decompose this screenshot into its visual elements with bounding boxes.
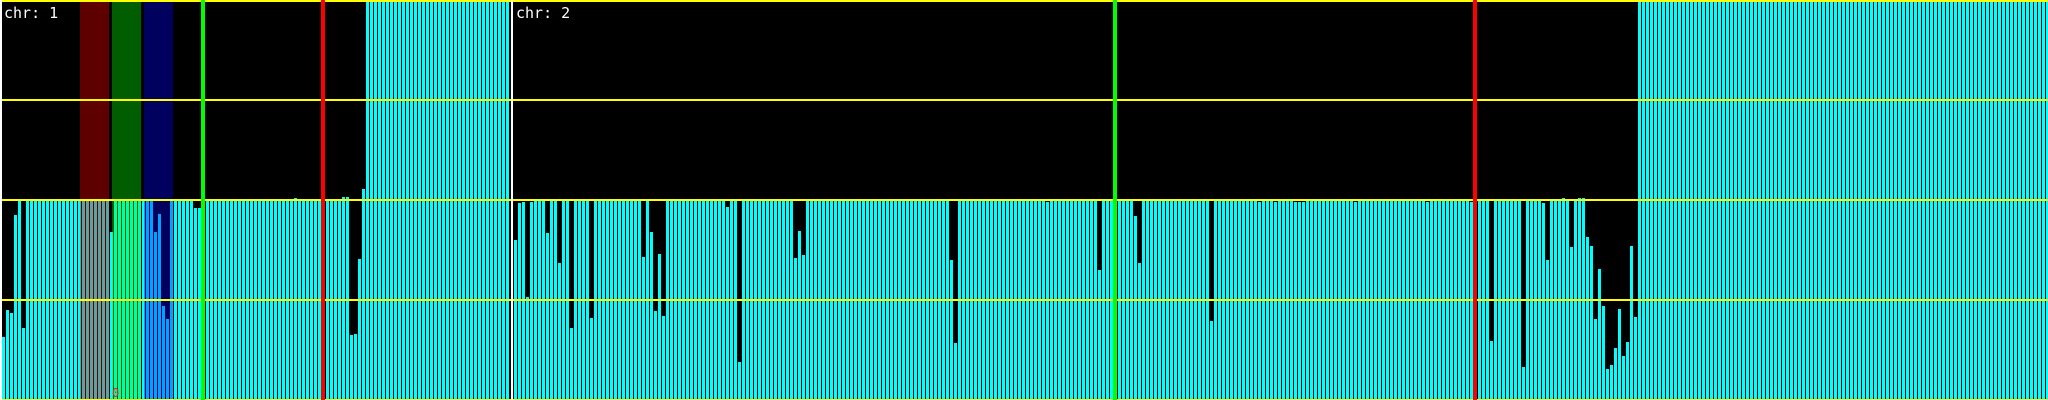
bar-chr1 xyxy=(198,208,201,400)
bar-chr2 xyxy=(590,318,593,400)
bar-chr1 xyxy=(6,310,9,400)
panel-separator xyxy=(511,0,513,400)
marker-line-red xyxy=(321,0,325,400)
bar-chr2 xyxy=(798,231,801,400)
bar-chr2 xyxy=(1598,269,1601,400)
bar-chr2 xyxy=(518,203,521,400)
bar-chr1 xyxy=(110,232,113,400)
bar-chr2 xyxy=(1522,367,1525,400)
bar-chr2 xyxy=(954,343,957,400)
bar-chr1 xyxy=(358,259,361,400)
bar-chr2 xyxy=(526,297,529,400)
bar-chr2 xyxy=(514,240,517,400)
bar-chr1 xyxy=(346,197,349,400)
annotation-label: 0 xyxy=(112,386,119,400)
bar-chr2 xyxy=(662,316,665,400)
bar-chr2 xyxy=(1614,348,1617,400)
gridline xyxy=(0,199,2048,201)
bar-chr1 xyxy=(362,189,365,400)
bar-chr2 xyxy=(1590,246,1593,400)
gridline xyxy=(0,0,2048,2)
bar-chr2 xyxy=(950,260,953,400)
gridline xyxy=(0,99,2048,101)
marker-line-green xyxy=(1113,0,1117,400)
bar-chr2 xyxy=(1098,270,1101,400)
bar-chr2 xyxy=(658,254,661,400)
bar-chr2 xyxy=(1594,319,1597,400)
bar-chr2 xyxy=(1634,317,1637,400)
bar-chr1 xyxy=(158,214,161,400)
bar-chr1 xyxy=(162,306,165,400)
bar-chr2 xyxy=(1610,365,1613,400)
marker-line-green xyxy=(201,0,205,400)
bar-chr2 xyxy=(1210,321,1213,400)
bar-chr2 xyxy=(1586,237,1589,400)
bar-chr2 xyxy=(1570,247,1573,400)
bar-chr1 xyxy=(154,232,157,400)
panel-label-chr2: chr: 2 xyxy=(516,4,570,22)
bar-chr2 xyxy=(1542,203,1545,400)
bar-chr2 xyxy=(738,362,741,400)
bar-chr2 xyxy=(570,328,573,400)
bar-chr2 xyxy=(650,232,653,400)
bar-chr2 xyxy=(558,263,561,400)
panel-border xyxy=(0,0,2,400)
marker-line-red xyxy=(1473,0,1477,400)
bar-chr2 xyxy=(546,233,549,400)
bar-chr2 xyxy=(1134,216,1137,400)
bar-chr1 xyxy=(10,313,13,400)
bar-chr2 xyxy=(1606,369,1609,400)
bar-chr1 xyxy=(350,335,353,400)
bar-chr2 xyxy=(1622,356,1625,400)
gridline xyxy=(0,299,2048,301)
panel-label-chr1: chr: 1 xyxy=(4,4,58,22)
bar-chr2 xyxy=(642,257,645,400)
bar-chr2 xyxy=(1138,263,1141,400)
bar-chr1 xyxy=(342,197,345,400)
bar-chr2 xyxy=(794,258,797,400)
marker-lines-layer xyxy=(0,0,1477,400)
bar-chr2 xyxy=(802,255,805,400)
bar-chr2 xyxy=(1626,342,1629,400)
bar-chr1 xyxy=(354,334,357,400)
bar-chr2 xyxy=(1602,306,1605,400)
bar-chr1 xyxy=(2,337,5,400)
bar-chr1 xyxy=(22,328,25,400)
bar-chr2 xyxy=(1490,341,1493,400)
bar-chr2 xyxy=(1546,260,1549,400)
bar-chr2 xyxy=(1618,309,1621,400)
bar-chr2 xyxy=(654,311,657,400)
bar-chr1 xyxy=(166,319,169,400)
bar-chr1 xyxy=(194,208,197,400)
bar-chr2 xyxy=(726,207,729,400)
bar-chr1 xyxy=(14,215,17,400)
bar-chr2 xyxy=(1630,246,1633,400)
